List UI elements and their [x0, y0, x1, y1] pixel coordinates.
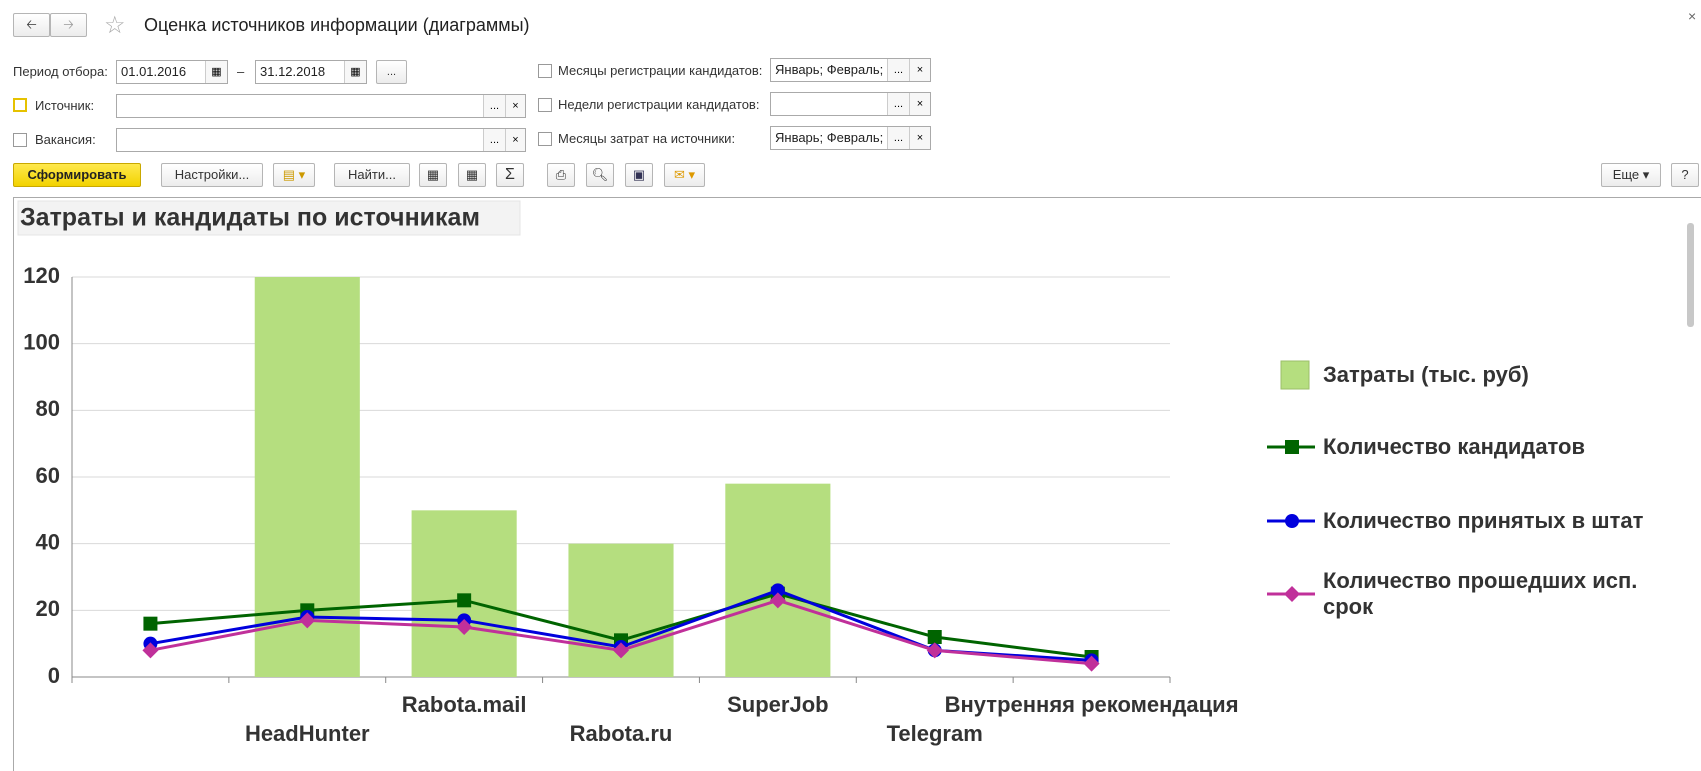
- marker: [1285, 440, 1299, 454]
- months-cost-label: Месяцы затрат на источники:: [558, 131, 736, 146]
- marker: [143, 616, 158, 631]
- save-button[interactable]: ▣: [625, 163, 653, 187]
- more-label: Еще: [1612, 167, 1640, 182]
- checkbox[interactable]: [538, 132, 552, 146]
- help-button[interactable]: ?: [1671, 163, 1699, 187]
- report-frame: [13, 197, 1701, 771]
- source-input[interactable]: [116, 94, 526, 118]
- y-tick-label: 40: [36, 529, 60, 554]
- y-tick-label: 60: [36, 463, 60, 488]
- vacancy-input[interactable]: [116, 128, 526, 152]
- clear-button[interactable]: ×: [909, 59, 930, 81]
- send-button[interactable]: ✉ ▾: [664, 163, 705, 187]
- generate-button[interactable]: Сформировать: [13, 163, 141, 187]
- legend-label: Количество прошедших исп. срок: [1323, 568, 1638, 619]
- x-tick-label: SuperJob: [727, 692, 828, 717]
- ungroup-button[interactable]: ▦: [458, 163, 486, 187]
- y-tick-label: 80: [36, 396, 60, 421]
- legend-marker: [1267, 586, 1315, 602]
- period-label: Период отбора:: [13, 64, 108, 79]
- legend-item: Количество принятых в штат: [1262, 506, 1653, 536]
- legend-label: Количество кандидатов: [1323, 434, 1586, 459]
- y-tick-label: 100: [23, 329, 60, 354]
- close-button[interactable]: ×: [1688, 8, 1697, 24]
- y-tick-label: 120: [23, 263, 60, 288]
- checkbox[interactable]: [13, 98, 27, 112]
- legend: Затраты (тыс. руб) Количество кандидатов К…: [1262, 360, 1682, 660]
- checkbox[interactable]: [538, 98, 552, 112]
- clear-button[interactable]: ×: [909, 93, 930, 115]
- x-tick-label: Rabota.mail: [402, 692, 527, 717]
- months-cost-value: Январь; Февраль;: [775, 130, 884, 145]
- marker: [299, 612, 316, 629]
- legend-label: Количество принятых в штат: [1323, 508, 1644, 533]
- legend-item: Количество кандидатов: [1262, 432, 1653, 462]
- marker: [142, 642, 159, 659]
- marker: [457, 593, 472, 608]
- period-choice-button[interactable]: ...: [376, 60, 407, 84]
- legend-item: Количество прошедших исп. срок: [1262, 568, 1653, 620]
- weeks-reg-label: Недели регистрации кандидатов:: [558, 97, 760, 112]
- date-to: 31.12.2018: [260, 64, 326, 79]
- x-tick-label: Rabota.ru: [570, 721, 673, 746]
- preview-button[interactable]: 🔍︎: [586, 163, 614, 187]
- calendar-button[interactable]: ▦: [344, 61, 366, 83]
- scrollbar-thumb[interactable]: [1687, 223, 1694, 327]
- marker: [770, 583, 785, 598]
- sum-button[interactable]: Σ: [496, 163, 524, 187]
- more-button[interactable]: Еще ▾: [1601, 163, 1661, 187]
- chart-title: Затраты и кандидаты по источникам: [20, 204, 480, 232]
- calendar-button[interactable]: ▦: [205, 61, 227, 83]
- clear-button[interactable]: ×: [505, 95, 525, 117]
- find-button[interactable]: Найти...: [334, 163, 410, 187]
- choice-button[interactable]: ...: [483, 129, 505, 151]
- legend-label: Затраты (тыс. руб): [1323, 362, 1529, 387]
- x-tick-label: Внутренняя рекомендация: [945, 692, 1239, 717]
- legend-marker: [1267, 514, 1315, 528]
- marker: [1284, 586, 1300, 602]
- title-box: [17, 200, 521, 236]
- marker: [1285, 514, 1299, 528]
- favorite-star[interactable]: ☆: [104, 12, 126, 39]
- marker: [613, 642, 629, 659]
- choice-button[interactable]: ...: [887, 93, 909, 115]
- group-button[interactable]: ▦: [419, 163, 447, 187]
- legend-marker: [1267, 440, 1315, 454]
- marker: [926, 642, 943, 659]
- marker: [769, 592, 786, 609]
- choice-button[interactable]: ...: [483, 95, 505, 117]
- clear-button[interactable]: ×: [909, 127, 930, 149]
- y-tick-label: 20: [36, 596, 60, 621]
- marker: [456, 619, 473, 635]
- months-reg-value: Январь; Февраль;: [775, 62, 884, 77]
- vacancy-label: Вакансия:: [35, 132, 96, 147]
- choice-button[interactable]: ...: [887, 127, 909, 149]
- back-button[interactable]: 🡠: [13, 13, 50, 37]
- period-dash: –: [237, 64, 245, 79]
- legend-item: Затраты (тыс. руб): [1262, 360, 1653, 390]
- marker: [927, 630, 942, 644]
- clear-button[interactable]: ×: [505, 129, 525, 151]
- window-title: Оценка источников информации (диаграммы): [144, 15, 530, 35]
- x-tick-label: Telegram: [887, 721, 983, 746]
- forward-button[interactable]: 🡢: [50, 13, 87, 37]
- months-reg-label: Месяцы регистрации кандидатов:: [558, 63, 763, 78]
- marker: [1083, 655, 1100, 672]
- settings-button[interactable]: Настройки...: [161, 163, 263, 187]
- source-label: Источник:: [35, 98, 95, 113]
- choice-button[interactable]: ...: [887, 59, 909, 81]
- legend-swatch: [1280, 360, 1310, 390]
- legend-marker: [1280, 360, 1310, 390]
- chart: Затраты и кандидаты по источникам 0 20 40 6…: [17, 200, 1239, 746]
- checkbox[interactable]: [538, 64, 552, 78]
- y-tick-label: 0: [48, 663, 60, 688]
- checkbox[interactable]: [13, 133, 27, 147]
- print-button[interactable]: ⎙: [547, 163, 575, 187]
- date-from: 01.01.2016: [121, 64, 187, 79]
- bar: [725, 483, 831, 677]
- x-tick-label: HeadHunter: [245, 721, 370, 746]
- variants-button[interactable]: ▤ ▾: [273, 163, 315, 187]
